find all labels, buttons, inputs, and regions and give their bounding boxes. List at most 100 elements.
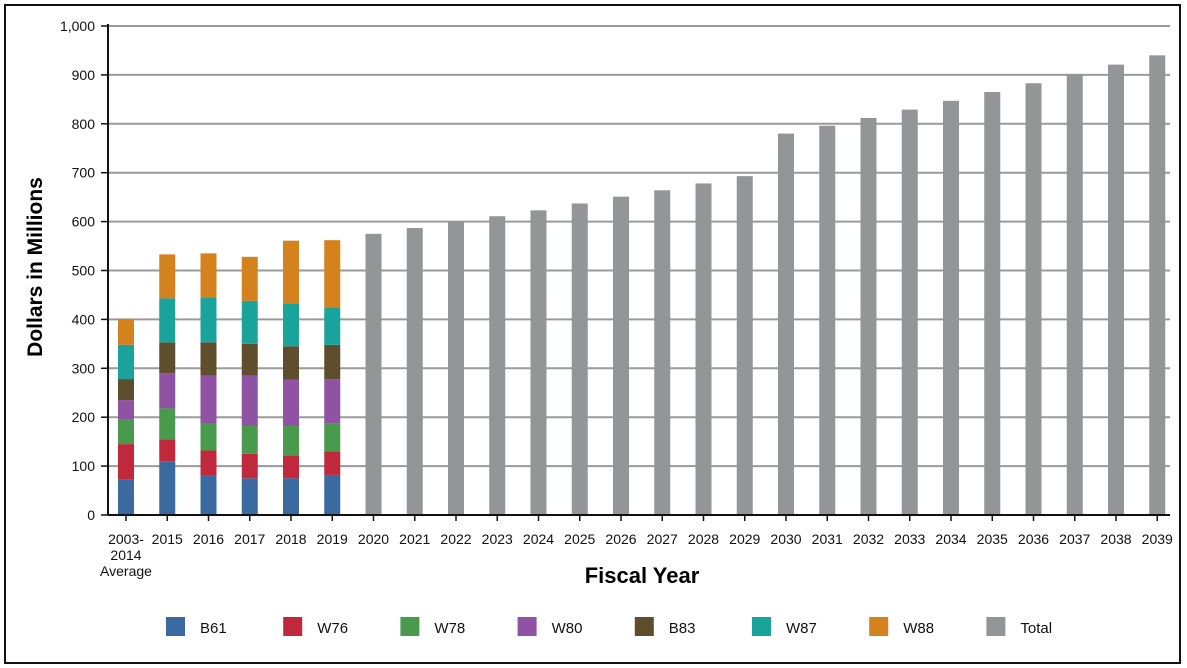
bar-b83 — [241, 343, 258, 376]
legend-swatch-b61 — [166, 617, 185, 636]
bar-w76 — [200, 450, 217, 476]
y-tick-labels: 0 100 200 300 400 500 600 700 800 900 1,000 — [60, 18, 108, 523]
y-tick-label: 800 — [72, 116, 96, 132]
x-tick-label: 2032 — [853, 531, 884, 547]
y-tick-label: 900 — [72, 67, 96, 83]
x-tick-label: 2023 — [482, 531, 513, 547]
x-tick-label: 2024 — [523, 531, 554, 547]
y-tick-label: 1,000 — [60, 18, 95, 34]
legend-swatch-w87 — [752, 617, 771, 636]
bar-w78 — [324, 423, 341, 452]
bar-w87 — [283, 303, 299, 347]
y-axis-title: Dollars in Millions — [24, 177, 47, 357]
legend-label-w76: W76 — [317, 620, 348, 637]
x-tick-label: 2034 — [935, 531, 966, 547]
bar-total — [530, 210, 547, 515]
bar-b83 — [200, 342, 217, 376]
bar-b61 — [118, 479, 134, 515]
bar-b83 — [159, 342, 176, 374]
bar-b61 — [283, 478, 299, 515]
legend-swatch-total — [986, 617, 1006, 636]
bar-total — [571, 203, 588, 515]
bar-w76 — [159, 439, 176, 462]
legend-label-w78: W78 — [434, 620, 465, 637]
y-tick-label: 0 — [87, 507, 95, 523]
bar-w88 — [283, 240, 299, 304]
grid-lines — [108, 25, 1170, 468]
bar-w80 — [241, 375, 258, 427]
bar-w76 — [118, 444, 134, 480]
y-tick-label: 400 — [72, 311, 96, 327]
x-tick-label: 2020 — [358, 531, 389, 547]
x-tick-label: Average — [100, 563, 152, 579]
bar-total — [860, 117, 877, 515]
bar-total — [943, 100, 959, 515]
bar-total — [901, 109, 918, 515]
bar-w88 — [324, 240, 341, 308]
legend-swatch-w80 — [517, 617, 537, 636]
bar-w80 — [159, 373, 176, 409]
y-tick-label: 700 — [72, 165, 96, 181]
legend-swatch-b83 — [634, 617, 654, 636]
bar-total — [489, 216, 506, 515]
bar-w87 — [324, 307, 341, 345]
legend-swatch-w76 — [283, 617, 303, 636]
x-tick-label: 2039 — [1142, 531, 1173, 547]
legend-label-b61: B61 — [200, 620, 227, 637]
bar-w78 — [159, 408, 176, 440]
legend-label-w80: W80 — [552, 620, 583, 637]
bar-total — [365, 233, 382, 515]
bar-w80 — [118, 400, 134, 420]
x-tick-label: 2016 — [193, 531, 224, 547]
bar-w87 — [200, 297, 217, 343]
y-tick-label: 300 — [72, 360, 96, 376]
x-tick-label: 2015 — [152, 531, 183, 547]
bar-total — [448, 221, 464, 515]
bar-w80 — [324, 379, 341, 424]
x-tick-label: 2029 — [729, 531, 760, 547]
x-tick-label: 2017 — [234, 531, 265, 547]
legend-label-w88: W88 — [903, 620, 934, 637]
bars-group — [118, 55, 1166, 516]
bar-total — [736, 176, 753, 516]
x-tick-label: 2028 — [688, 531, 719, 547]
bar-b83 — [324, 344, 341, 380]
x-tick-label: 2019 — [317, 531, 348, 547]
legend-label-w87: W87 — [786, 620, 817, 637]
bar-w78 — [118, 419, 134, 445]
bar-w78 — [200, 423, 217, 451]
x-tick-label: 2038 — [1100, 531, 1131, 547]
y-tick-label: 100 — [72, 458, 96, 474]
bar-b61 — [241, 478, 258, 515]
bar-total — [1149, 55, 1166, 516]
legend-swatch-w78 — [400, 617, 420, 636]
x-tick-label: 2036 — [1018, 531, 1049, 547]
bar-b83 — [118, 379, 134, 401]
bar-total — [984, 92, 1001, 515]
bar-total — [819, 125, 836, 516]
bar-total — [1108, 64, 1124, 516]
legend: B61 W76 W78 W80 B83 W87 W88 Total — [166, 617, 1052, 637]
bar-total — [406, 227, 423, 515]
bar-w87 — [159, 298, 176, 343]
bar-w80 — [283, 379, 299, 427]
x-tick-label: 2027 — [647, 531, 678, 547]
bar-w76 — [241, 453, 258, 479]
bar-w88 — [118, 318, 134, 345]
x-tick-label: 2031 — [812, 531, 843, 547]
y-tick-label: 600 — [72, 214, 96, 230]
bar-total — [695, 183, 712, 515]
x-tick-label: 2035 — [977, 531, 1008, 547]
bar-total — [1066, 73, 1083, 515]
y-tick-label: 500 — [72, 263, 96, 279]
x-tick-label: 2026 — [605, 531, 636, 547]
legend-label-total: Total — [1020, 620, 1052, 637]
legend-label-b83: B83 — [669, 620, 696, 637]
legend-swatch-w88 — [869, 617, 889, 636]
x-tick-label: 2022 — [440, 531, 471, 547]
x-tick-label: 2014 — [110, 547, 141, 563]
bar-total — [1025, 83, 1042, 515]
bar-w80 — [200, 375, 217, 424]
